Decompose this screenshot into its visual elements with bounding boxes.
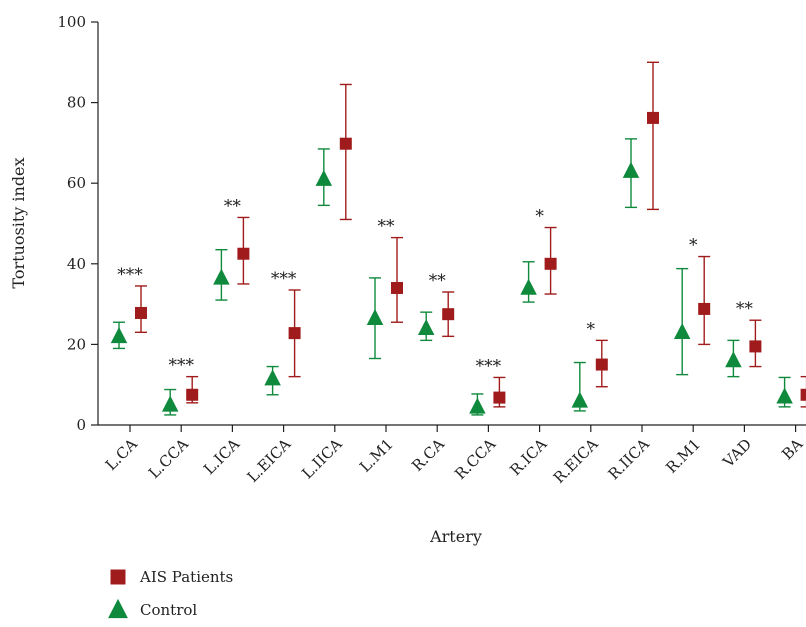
data-point-ais-patients bbox=[391, 281, 403, 294]
series-control bbox=[110, 138, 793, 416]
significance-label: * bbox=[535, 207, 544, 227]
data-point-ais-patients bbox=[237, 247, 250, 260]
significance-label: *** bbox=[168, 356, 194, 376]
data-point-ais-patients bbox=[595, 358, 608, 371]
data-point-ais-patients bbox=[135, 306, 147, 319]
legend-label: AIS Patients bbox=[139, 568, 233, 586]
y-tick-label: 0 bbox=[76, 416, 86, 434]
x-tick-label: L.IICA bbox=[298, 435, 345, 482]
data-point-control bbox=[366, 308, 384, 325]
data-point-ais-patients bbox=[288, 327, 301, 340]
legend-item: AIS Patients bbox=[110, 568, 233, 586]
data-point-ais-patients bbox=[800, 388, 806, 401]
data-point-control bbox=[315, 169, 333, 186]
data-point-control bbox=[469, 397, 486, 414]
data-point-ais-patients bbox=[698, 302, 711, 315]
x-tick-label: R.EICA bbox=[550, 435, 602, 487]
data-point-ais-patients bbox=[493, 391, 506, 404]
legend-triangle-marker bbox=[108, 598, 128, 619]
legend-square-marker bbox=[110, 569, 126, 585]
data-point-ais-patients bbox=[186, 388, 199, 401]
x-tick-label: L.M1 bbox=[356, 435, 397, 476]
data-point-ais-patients bbox=[647, 111, 659, 124]
x-tick-label: L.EICA bbox=[244, 435, 295, 486]
x-tick-label: L.CA bbox=[102, 435, 141, 474]
legend-item: Control bbox=[108, 598, 197, 619]
data-point-control bbox=[520, 278, 537, 295]
x-tick-label: L.CCA bbox=[145, 435, 192, 482]
y-axis-title: Tortuosity index bbox=[9, 157, 28, 288]
x-tick-label: R.CCA bbox=[451, 435, 499, 483]
data-point-control bbox=[417, 318, 435, 336]
data-point-ais-patients bbox=[749, 340, 762, 353]
data-point-control bbox=[264, 369, 281, 386]
x-tick-label: L.ICA bbox=[200, 435, 243, 478]
significance-label: ** bbox=[378, 217, 396, 237]
significance-label: * bbox=[587, 319, 596, 339]
x-axis-title: Artery bbox=[429, 527, 482, 546]
y-tick-label: 60 bbox=[67, 174, 86, 192]
data-point-ais-patients bbox=[339, 137, 352, 150]
significance-label: ** bbox=[736, 299, 754, 319]
data-point-control bbox=[213, 268, 230, 285]
x-tick-label: R.ICA bbox=[506, 435, 550, 479]
data-point-control bbox=[725, 351, 742, 368]
data-point-ais-patients bbox=[544, 257, 557, 270]
y-tick-label: 100 bbox=[57, 13, 86, 31]
data-point-control bbox=[161, 395, 179, 412]
significance-label: *** bbox=[117, 265, 143, 285]
data-point-ais-patients bbox=[442, 308, 455, 321]
x-tick-label: R.IICA bbox=[605, 435, 653, 483]
significance-label: * bbox=[689, 236, 698, 256]
series-ais-patients bbox=[135, 61, 806, 408]
significance-label: *** bbox=[271, 269, 297, 289]
x-tick-label: R.M1 bbox=[662, 435, 704, 477]
x-tick-label: BA bbox=[778, 435, 806, 463]
data-point-control bbox=[571, 391, 589, 408]
x-tick-label: VAD bbox=[719, 435, 756, 472]
data-point-control bbox=[622, 161, 640, 178]
y-tick-label: 80 bbox=[67, 94, 86, 112]
significance-label: *** bbox=[476, 356, 502, 376]
data-point-control bbox=[110, 327, 128, 344]
x-tick-label: R.CA bbox=[408, 435, 448, 475]
y-tick-label: 20 bbox=[67, 335, 86, 353]
significance-label: ** bbox=[224, 196, 242, 216]
y-tick-label: 40 bbox=[67, 255, 86, 273]
legend: AIS Patients Control bbox=[108, 568, 233, 619]
data-point-control bbox=[776, 387, 793, 404]
data-point-control bbox=[673, 323, 691, 340]
marks-group: *********************** bbox=[110, 61, 806, 416]
legend-label: Control bbox=[140, 601, 197, 619]
significance-label: ** bbox=[429, 271, 447, 291]
